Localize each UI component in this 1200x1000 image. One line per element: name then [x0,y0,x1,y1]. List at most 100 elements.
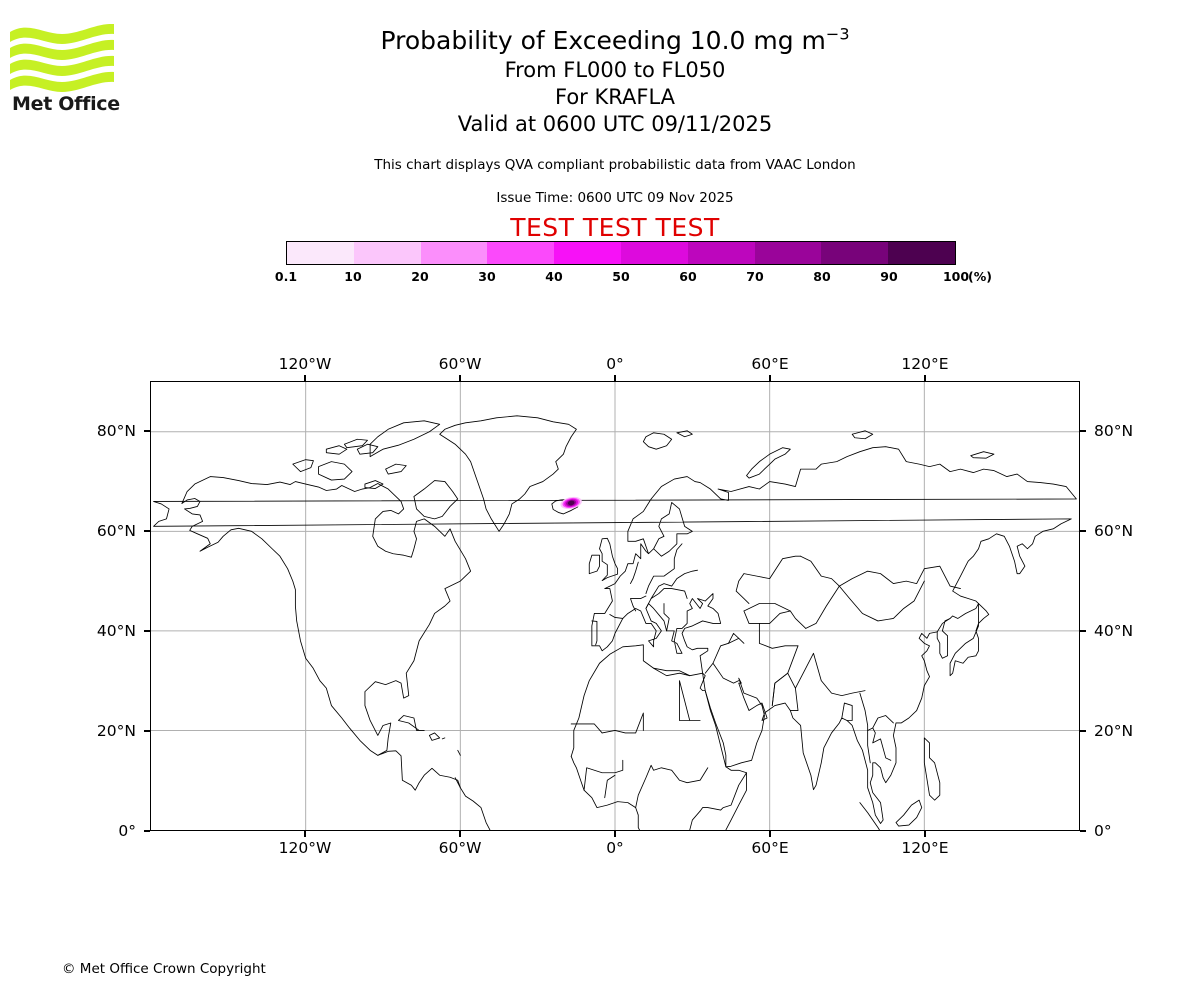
coastline-path [385,463,407,475]
coastline-path [181,498,491,830]
met-office-logo: Met Office [10,24,120,116]
colorbar-swatch-3 [487,242,555,264]
lat-tickmark [144,630,150,632]
title-valid-time: Valid at 0600 UTC 09/11/2025 [457,112,773,136]
coastline-path [859,802,880,830]
colorbar-tick-10: 10 [344,269,362,284]
coastline-path [936,618,951,633]
coastline-path [735,573,750,604]
ash-plume-overlay [560,496,582,510]
title-volcano: For KRAFLA [555,85,675,109]
world-map [151,382,1079,830]
colorbar-swatch-0 [287,242,354,264]
coastline-path [599,537,619,582]
coastline-path [570,755,640,830]
colorbar-swatches [286,241,956,265]
coastline-path [630,595,647,612]
coastline-path [841,702,853,721]
coastline-path [743,603,807,629]
title-text: Probability of Exceeding 10.0 mg m [380,26,826,55]
qva-note: This chart displays QVA compliant probab… [374,157,856,173]
coastline-path [949,603,990,677]
coastline-path [794,652,866,697]
colorbar-swatch-9 [888,242,955,264]
lon-tickmark [459,375,461,381]
lat-tickmark [144,530,150,532]
coastline-path [642,432,673,450]
coastline-path [758,622,799,649]
lat-tickmark [144,430,150,432]
chart-title-block: Probability of Exceeding 10.0 mg m−3 Fro… [150,24,1080,138]
lat-label-right-4: 0° [1094,822,1112,840]
met-office-wave-icon [10,24,114,92]
lon-label-top-4: 120°E [901,355,949,373]
coastline-path [743,555,802,580]
lon-label-bottom-2: 0° [606,839,624,857]
lat-tickmark [1080,630,1086,632]
coastline-path [771,645,799,706]
coastline-path [428,732,441,741]
coastline-path [630,561,639,585]
coastlines [153,415,1077,830]
colorbar-tick-100: 100 [942,269,970,284]
lat-label-right-3: 20°N [1094,722,1134,740]
coastline-path [369,420,441,458]
coastline-path [609,614,624,619]
colorbar-tick-50: 50 [612,269,630,284]
coastline-path [441,737,446,740]
coastline-path [591,620,598,646]
coastline-path [604,774,616,799]
coastline-path [635,764,673,809]
copyright-text: © Met Office Crown Copyright [62,961,266,977]
coastline-path [728,632,745,644]
coastline-path [895,799,923,827]
coastline-path [457,749,461,756]
lon-tickmark [614,831,616,837]
coastline-path [588,554,600,575]
colorbar-tick-80: 80 [813,269,831,284]
test-banner: TEST TEST TEST [510,213,720,242]
coastline-path [872,715,894,729]
title-flight-levels: From FL000 to FL050 [504,58,726,82]
lon-tickmark [304,831,306,837]
map-gridlines [151,382,1079,830]
coastline-path [181,476,472,756]
lon-tickmark [924,375,926,381]
coastline-path [570,644,747,830]
colorbar-tick-90: 90 [880,269,898,284]
lon-label-top-0: 120°W [278,355,332,373]
lat-tickmark [144,830,150,832]
lon-label-top-1: 60°W [438,355,482,373]
coastline-path [671,767,709,784]
colorbar-swatch-6 [687,242,755,264]
colorbar-tick-labels: 0.1 10 20 30 40 50 60 70 80 90 100 [275,269,969,287]
coastline-path [712,662,740,684]
colorbar-swatch-7 [754,242,822,264]
coastline-path [970,451,995,459]
lon-tickmark [769,831,771,837]
colorbar-swatch-5 [620,242,688,264]
lon-label-top-3: 60°E [751,355,789,373]
colorbar-tick-30: 30 [478,269,496,284]
coastline-path [838,565,961,590]
coastline-path [800,555,840,587]
coastline-path [699,807,722,812]
lat-tickmark [1080,430,1086,432]
coastline-path [650,569,698,599]
lat-tickmark [1080,830,1086,832]
colorbar-tick-70: 70 [746,269,764,284]
coastline-path [720,772,747,811]
colorbar-tick-20: 20 [411,269,429,284]
coastline-path [356,443,379,455]
map-frame [150,381,1080,831]
coastline-path [398,715,425,731]
title-exponent: −3 [825,24,850,44]
coastline-path [867,727,892,761]
lon-label-bottom-3: 60°E [751,839,789,857]
lon-tickmark [769,375,771,381]
coastline-path [653,667,691,677]
lon-tickmark [459,831,461,837]
colorbar-units: (%) [968,269,992,284]
lon-label-bottom-1: 60°W [438,839,482,857]
lon-label-top-2: 0° [606,355,624,373]
